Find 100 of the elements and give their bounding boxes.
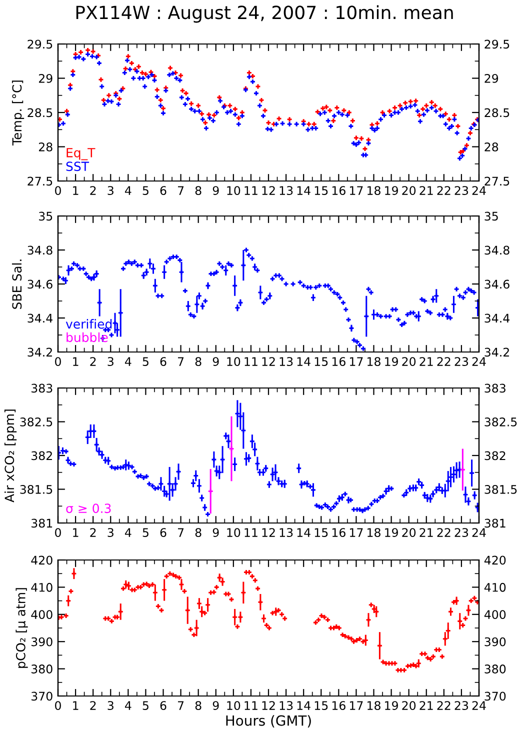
y-tick-label: 410 (31, 582, 52, 592)
x-tick-label: 10 (227, 528, 240, 537)
x-tick-label: 18 (368, 528, 380, 537)
x-tick-label: 17 (350, 186, 363, 195)
x-tick-label: 15 (314, 701, 328, 710)
x-tick-label: 3 (108, 701, 114, 710)
x-tick-label: 0 (55, 701, 61, 710)
x-tick-label: 22 (437, 528, 450, 537)
y2-tick-label: 28.5 (484, 108, 510, 118)
y2-tick-label: 410 (484, 582, 506, 592)
y-tick-label: 28.5 (28, 108, 52, 118)
x-tick-label: 23 (454, 701, 468, 710)
x-tick-label: 24 (472, 186, 486, 195)
x-tick-label: 23 (454, 186, 468, 195)
y2-tick-label: 35 (484, 212, 498, 221)
x-tick-label: 17 (350, 701, 363, 710)
x-tick-label: 5 (142, 357, 148, 366)
x-tick-label: 18 (368, 186, 380, 195)
x-tick-label: 20 (402, 528, 416, 537)
x-tick-label: 6 (160, 528, 166, 537)
y-tick-label: 34.8 (28, 246, 52, 255)
x-tick-label: 18 (368, 701, 380, 710)
x-tick-label: 14 (297, 357, 310, 366)
x-tick-label: 15 (314, 528, 328, 537)
x-tick-label: 12 (262, 357, 275, 366)
x-tick-label: 20 (402, 186, 416, 195)
y2-tick-label: 390 (484, 637, 506, 646)
x-tick-label: 3 (108, 357, 114, 366)
x-tick-label: 5 (142, 186, 148, 195)
y-tick-label: 29 (38, 74, 52, 83)
x-tick-label: 12 (262, 186, 275, 195)
y-tick-label: 28 (38, 142, 52, 152)
x-tick-label: 24 (472, 701, 486, 710)
y2-tick-label: 383 (484, 384, 506, 393)
x-tick-label: 0 (55, 528, 61, 537)
x-tick-label: 3 (108, 528, 114, 537)
x-tick-label: 21 (420, 528, 433, 537)
x-tick-label: 22 (437, 186, 450, 195)
y2-tick-label: 34.6 (484, 280, 510, 289)
x-tick-label: 13 (280, 357, 293, 366)
x-tick-label: 10 (227, 357, 240, 366)
y2-tick-label: 380 (484, 664, 506, 674)
y-tick-label: 370 (32, 692, 52, 701)
x-tick-label: 22 (437, 701, 450, 710)
y-axis-title: pCO₂ [μ atm] (16, 588, 28, 668)
y2-tick-label: 28 (484, 142, 498, 152)
y2-tick-label: 34.2 (484, 348, 509, 357)
y-tick-label: 27.5 (28, 176, 52, 186)
x-tick-label: 20 (402, 357, 416, 366)
x-tick-label: 1 (73, 357, 78, 366)
y-tick-label: 29.5 (28, 40, 52, 49)
x-tick-label: 19 (385, 186, 398, 195)
text: Eq_T (66, 148, 96, 160)
x-tick-label: 15 (314, 357, 328, 366)
y2-tick-label: 381.5 (484, 484, 517, 494)
x-tick-label: 17 (350, 528, 363, 537)
y2-tick-label: 34.8 (484, 246, 510, 255)
x-tick-label: 2 (90, 186, 96, 195)
x-tick-label: 0 (55, 357, 61, 366)
x-tick-label: 16 (332, 357, 346, 366)
y-tick-label: 382 (32, 451, 52, 460)
x-tick-label: 19 (385, 701, 398, 710)
x-tick-label: 13 (280, 186, 293, 195)
y2-tick-label: 27.5 (484, 176, 510, 186)
x-tick-label: 14 (297, 186, 310, 195)
x-tick-label: 1 (73, 701, 78, 710)
x-tick-label: 6 (160, 186, 166, 195)
x-tick-label: 10 (227, 186, 240, 195)
x-tick-label: 14 (297, 701, 310, 710)
x-tick-label: 8 (195, 357, 202, 366)
x-tick-label: 11 (244, 357, 258, 366)
x-tick-label: 21 (420, 701, 433, 710)
x-tick-label: 4 (124, 186, 132, 195)
y-tick-label: 390 (32, 637, 52, 646)
y2-tick-label: 381 (484, 518, 506, 528)
x-tick-label: 19 (385, 357, 398, 366)
y-tick-label: 420 (31, 556, 52, 565)
y-tick-label: 400 (31, 610, 52, 620)
x-tick-label: 16 (332, 528, 346, 537)
x-tick-label: 6 (160, 357, 166, 366)
x-tick-label: 11 (244, 528, 258, 537)
x-tick-label: 15 (314, 186, 328, 195)
y-tick-label: 35 (39, 212, 52, 221)
y-tick-label: 382.5 (20, 417, 52, 426)
x-tick-label: 13 (280, 528, 293, 537)
x-tick-label: 4 (124, 528, 132, 537)
y-axis-title: SBE Sal. (12, 260, 22, 309)
series-label: verified (66, 319, 112, 329)
x-tick-label: 9 (212, 528, 219, 537)
y-tick-label: 34.2 (28, 348, 52, 357)
x-tick-label: 9 (212, 701, 219, 710)
y-tick-label: 381 (32, 518, 52, 528)
y2-tick-label: 400 (484, 610, 506, 620)
y2-tick-label: 420 (484, 556, 506, 565)
x-tick-label: 7 (178, 357, 184, 366)
x-tick-label: 4 (124, 357, 132, 366)
y-axis-title: Temp. [°C] (12, 80, 24, 146)
text: SST (66, 162, 90, 172)
x-tick-label: 0 (55, 186, 61, 195)
x-tick-label: 16 (332, 701, 346, 710)
